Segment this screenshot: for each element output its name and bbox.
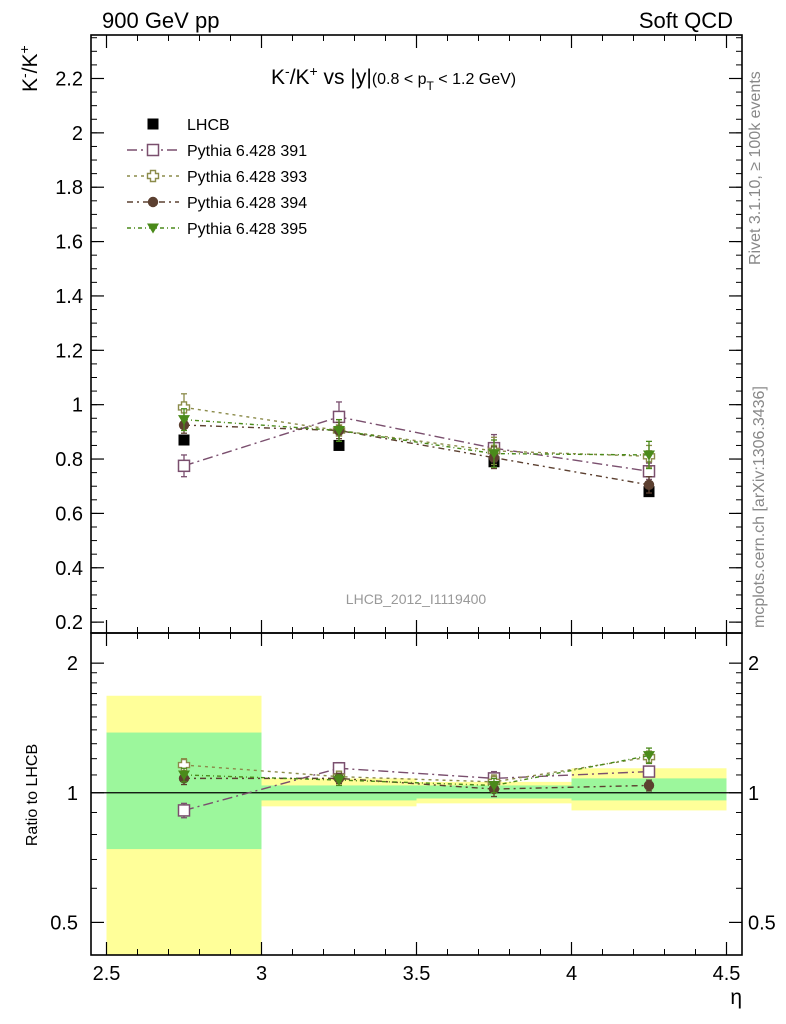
legend-label-2: Pythia 6.428 394 <box>187 195 307 212</box>
series-line-0 <box>183 416 650 472</box>
ratio-bands <box>91 695 742 955</box>
header-right: Soft QCD <box>639 8 733 33</box>
x-axis-label: η <box>730 986 742 1009</box>
y-tick-label: 1.6 <box>55 232 83 254</box>
legend: LHCB Pythia 6.428 391 Pythia 6.428 393 Pyth… <box>127 117 307 238</box>
series-point <box>178 415 190 426</box>
ratio-point <box>333 775 345 786</box>
x-tick-label: 3 <box>256 963 267 985</box>
legend-label-data: LHCB <box>187 117 230 134</box>
y-tick-label: 1.4 <box>55 286 83 308</box>
legend-marker-2 <box>147 196 159 208</box>
y-tick-label: 2 <box>72 123 83 145</box>
ratio-line-1 <box>183 756 650 783</box>
analysis-watermark: LHCB_2012_I1119400 <box>346 591 487 607</box>
ratio-tick-label: 1 <box>67 783 78 805</box>
ratio-tick-label: 2 <box>67 653 78 675</box>
header-left: 900 GeV pp <box>102 8 219 33</box>
axes-layer: 2.5 3 3.5 4 4.5 0.2 0.4 0.6 0.8 1 1.2 1.4 1.6 1.8 2 2.2… <box>50 34 776 985</box>
legend-marker-1 <box>146 169 160 183</box>
ratio-tick-label-right: 1 <box>748 783 759 805</box>
ratio-point <box>643 780 655 791</box>
y-tick-label: 0.2 <box>55 612 83 634</box>
series-point <box>333 425 345 436</box>
ratio-line-0 <box>183 767 650 812</box>
legend-marker-3 <box>147 223 159 234</box>
series-point <box>177 401 191 414</box>
series-line-1 <box>183 406 650 458</box>
legend-marker-0 <box>146 143 160 157</box>
ratio-point <box>642 765 656 778</box>
ratio-tick-label-right: 0.5 <box>748 912 776 934</box>
data-point <box>333 439 345 451</box>
ratio-point <box>488 780 500 791</box>
y-tick-label: 0.4 <box>55 558 83 580</box>
y-tick-label: 1.8 <box>55 177 83 199</box>
ratio-series-layer <box>177 747 656 819</box>
x-tick-label: 3.5 <box>403 963 431 985</box>
series-point <box>177 459 191 473</box>
y-tick-label: 2.2 <box>55 68 83 90</box>
series-point <box>643 479 655 491</box>
ratio-line-2 <box>184 777 650 790</box>
y-tick-label: 1 <box>72 395 83 417</box>
inner-band-0 <box>106 732 262 850</box>
legend-label-3: Pythia 6.428 395 <box>187 221 307 238</box>
y-axis-label: K-/K+ <box>16 45 42 92</box>
ratio-point <box>178 770 190 781</box>
y-tick-label: 0.8 <box>55 449 83 471</box>
ratio-tick-label-right: 2 <box>748 653 759 675</box>
series-point <box>488 449 500 460</box>
legend-marker-data <box>147 118 159 130</box>
x-tick-label: 2.5 <box>93 963 121 985</box>
ratio-line-3 <box>183 754 650 787</box>
ratio-tick-label: 0.5 <box>50 912 78 934</box>
series-point <box>643 450 655 461</box>
series-line-3 <box>183 418 650 456</box>
x-tick-label: 4 <box>566 963 577 985</box>
y-tick-label: 1.2 <box>55 340 83 362</box>
ratio-point <box>177 804 191 817</box>
x-tick-label: 4.5 <box>713 963 741 985</box>
y-tick-label: 0.6 <box>55 503 83 525</box>
legend-label-1: Pythia 6.428 393 <box>187 169 307 186</box>
rivet-label: Rivet 3.1.10, ≥ 100k events <box>747 71 764 265</box>
ratio-axis-label: Ratio to LHCB <box>24 744 41 846</box>
plot-title: K-/K+ vs |y|(0.8 < pT < 1.2 GeV) <box>271 63 516 93</box>
upper-series-layer <box>177 393 656 498</box>
legend-label-0: Pythia 6.428 391 <box>187 143 307 160</box>
data-point <box>178 434 190 446</box>
ratio-point <box>643 751 655 762</box>
mcplots-label: mcplots.cern.ch [arXiv:1306.3436] <box>751 386 768 628</box>
